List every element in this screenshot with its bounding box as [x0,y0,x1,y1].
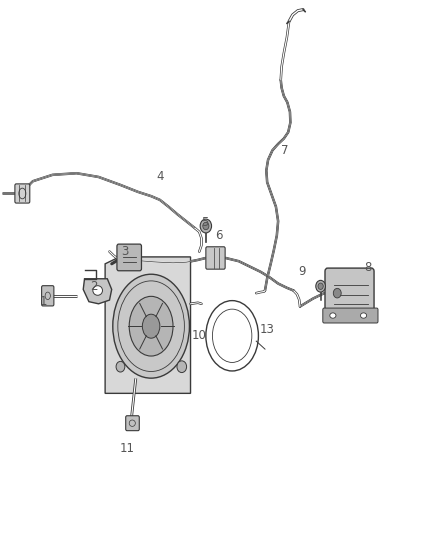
Text: 11: 11 [120,442,134,455]
Text: 7: 7 [281,144,289,157]
FancyBboxPatch shape [206,247,225,269]
Text: 10: 10 [192,329,207,342]
Text: 13: 13 [260,323,275,336]
Ellipse shape [203,222,209,230]
FancyBboxPatch shape [15,184,30,203]
FancyBboxPatch shape [117,244,141,271]
Ellipse shape [330,313,336,318]
Ellipse shape [116,361,125,372]
Text: 4: 4 [156,171,164,183]
Polygon shape [105,257,191,393]
Ellipse shape [316,280,325,292]
Ellipse shape [333,288,341,298]
Text: 2: 2 [90,280,98,293]
Ellipse shape [177,361,187,373]
Text: 8: 8 [364,261,371,274]
FancyBboxPatch shape [323,308,378,323]
Text: 6: 6 [215,229,223,242]
Ellipse shape [113,274,189,378]
FancyBboxPatch shape [42,286,54,306]
Text: 9: 9 [298,265,306,278]
Text: 5: 5 [201,216,208,229]
Ellipse shape [318,283,323,289]
Ellipse shape [93,286,102,295]
FancyBboxPatch shape [126,416,139,431]
Text: 1: 1 [40,295,48,308]
FancyBboxPatch shape [325,268,374,316]
Text: 3: 3 [121,245,128,258]
Polygon shape [83,279,112,304]
Ellipse shape [200,219,212,233]
Ellipse shape [129,296,173,356]
Ellipse shape [142,314,160,338]
Ellipse shape [360,313,367,318]
